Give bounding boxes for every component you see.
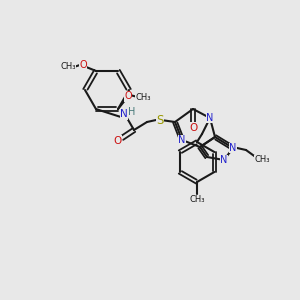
Text: N: N xyxy=(120,109,128,119)
Text: CH₃: CH₃ xyxy=(135,93,151,102)
Text: N: N xyxy=(220,155,228,165)
Text: CH₃: CH₃ xyxy=(254,155,270,164)
Text: O: O xyxy=(113,136,121,146)
Text: N: N xyxy=(178,135,186,145)
Text: H: H xyxy=(128,107,136,117)
Text: O: O xyxy=(79,60,87,70)
Text: CH₃: CH₃ xyxy=(189,196,205,205)
Text: N: N xyxy=(206,113,214,123)
Text: O: O xyxy=(124,91,132,101)
Text: O: O xyxy=(189,123,197,133)
Text: CH₃: CH₃ xyxy=(60,62,76,71)
Text: N: N xyxy=(229,143,237,153)
Text: S: S xyxy=(156,113,164,127)
